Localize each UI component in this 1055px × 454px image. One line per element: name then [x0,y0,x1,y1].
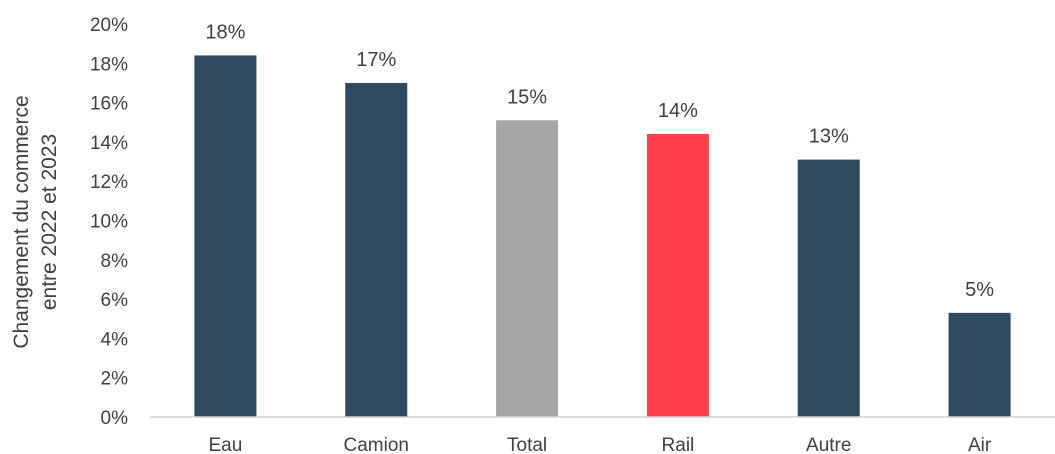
category-label: Camion [344,435,409,454]
category-labels: Eau Camion Total Rail Autre Air [209,435,992,454]
bar-autre [797,159,860,417]
bar-rail [646,134,709,418]
data-label: 18% [205,21,245,43]
y-tick-label: 16% [90,94,128,115]
y-tick-label: 2% [101,369,129,390]
y-tick-label: 10% [90,212,128,233]
y-tick-label: 20% [90,15,128,36]
data-label: 14% [658,100,698,122]
category-label: Rail [662,435,695,454]
y-tick-label: 4% [101,329,129,350]
data-label: 17% [356,49,396,71]
y-tick-label: 18% [90,54,128,75]
data-label: 5% [965,279,994,301]
y-tick-label: 12% [90,172,128,193]
data-label: 13% [809,126,849,148]
y-axis-label-line-2: entre 2022 et 2023 [38,134,61,310]
y-tick-label: 0% [101,408,129,429]
y-tick-label: 8% [101,251,129,272]
y-axis-label: Changement du commerce entre 2022 et 202… [10,95,61,348]
bar-camion [345,82,408,417]
bar-total [496,120,559,417]
data-label: 15% [507,86,547,108]
bars [194,55,1011,418]
category-label: Autre [806,435,851,454]
bar-air [948,312,1011,417]
category-label: Eau [209,435,243,454]
y-tick-label: 6% [101,290,129,311]
bar-eau [194,55,257,417]
category-label: Total [507,435,547,454]
y-axis-label-line-1: Changement du commerce [10,95,33,348]
data-labels: 18% 17% 15% 14% 13% 5% [205,21,994,300]
y-tick-label: 14% [90,133,128,154]
y-axis-ticks: 0% 2% 4% 6% 8% 10% 12% 14% 16% 18% 20% [90,15,128,429]
category-label: Air [968,435,992,454]
